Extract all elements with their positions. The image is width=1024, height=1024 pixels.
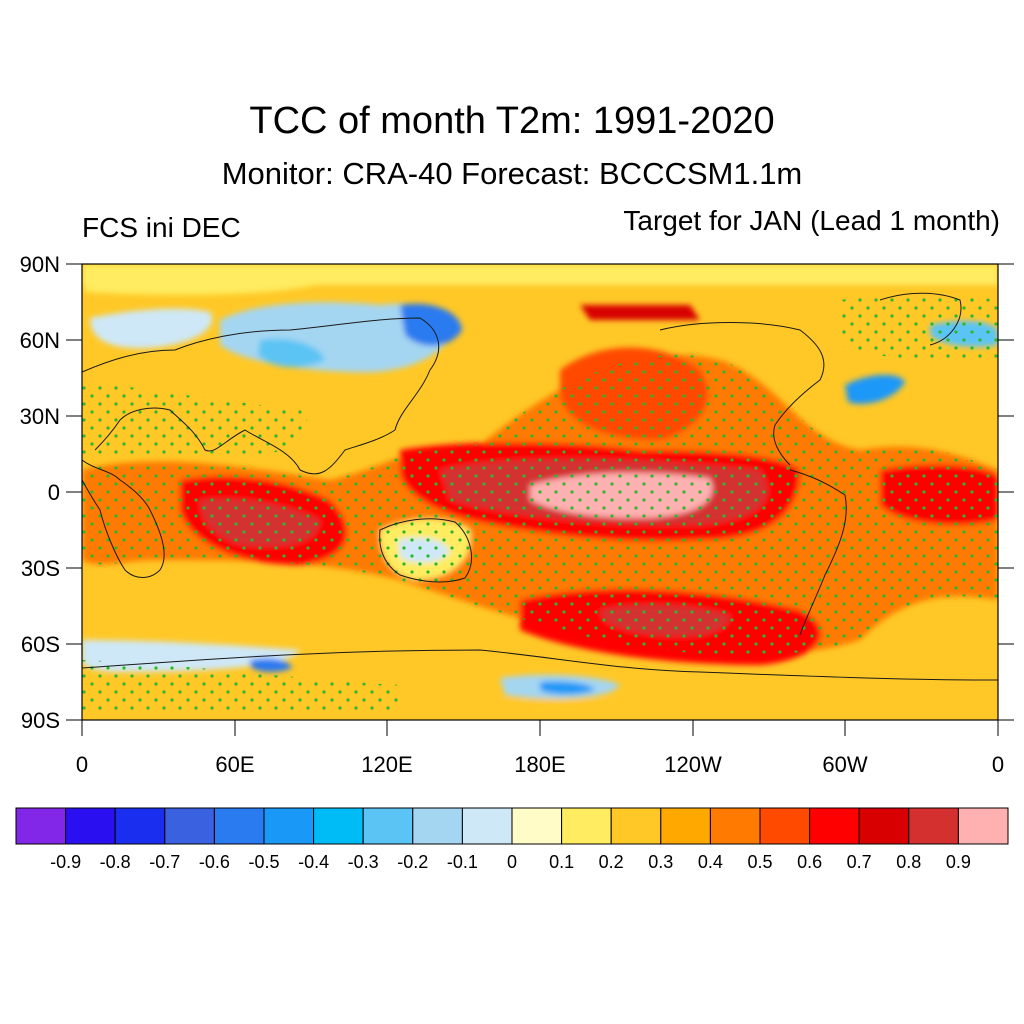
lon-label-60w: 60W <box>822 752 868 777</box>
colorbar-cell <box>759 807 811 845</box>
lat-label-60n: 60N <box>19 328 60 353</box>
colorbar-label: -0.3 <box>347 852 379 872</box>
colorbar-label: 0.7 <box>846 852 872 872</box>
colorbar-cell <box>610 807 662 845</box>
arctic-red-patch <box>580 305 700 320</box>
antarctica-coast <box>82 649 998 681</box>
colorbar-cell <box>660 807 711 845</box>
colorbar-cell <box>908 807 959 845</box>
target-label: Target for JAN (Lead 1 month) <box>623 205 1000 236</box>
ross-sea-core <box>540 681 595 695</box>
lon-label-120e: 120E <box>361 752 413 777</box>
colorbar-label: -0.7 <box>149 852 181 872</box>
lat-label-90n: 90N <box>19 252 60 277</box>
greenland-coast <box>879 292 962 346</box>
colorbar-cell <box>213 807 265 845</box>
lon-label-180e: 180E <box>514 752 566 777</box>
siberia-core <box>258 338 325 368</box>
colorbar-label: 0.2 <box>598 852 624 872</box>
arctic-yellow <box>85 272 330 295</box>
colorbar-cell <box>114 807 166 845</box>
colorbar <box>15 807 1009 845</box>
colorbar-label: 0.4 <box>697 852 723 872</box>
europe-light-blue <box>90 308 212 349</box>
significance-stipple-antarctic <box>82 660 400 710</box>
colorbar-cell <box>15 807 67 845</box>
lon-label-120w: 120W <box>664 752 722 777</box>
colorbar-cell <box>65 807 116 845</box>
significance-stipple-asia <box>82 380 308 455</box>
colorbar-label: 0.8 <box>896 852 922 872</box>
lat-label-90s: 90S <box>20 708 60 733</box>
lat-label-30s: 30S <box>20 556 60 581</box>
coastlines <box>82 292 998 681</box>
figure-subtitle: Monitor: CRA-40 Forecast: BCCCSM1.1m <box>221 156 803 191</box>
lat-label-eq: 0 <box>47 480 60 505</box>
colorbar-label: 0.6 <box>797 852 823 872</box>
east-siberia-blue <box>400 303 462 346</box>
eurasia-coast <box>82 317 440 475</box>
field-layer <box>82 264 998 720</box>
colorbar-label: -0.9 <box>50 852 82 872</box>
colorbar-cell <box>164 807 215 845</box>
colorbar-cell <box>362 807 414 845</box>
lat-label-60s: 60S <box>20 632 60 657</box>
figure-title: TCC of month T2m: 1991-2020 <box>249 100 775 142</box>
colorbar-cell <box>313 807 364 845</box>
colorbar-label: 0.5 <box>747 852 773 872</box>
colorbar-cell <box>412 807 463 845</box>
lon-label-60e: 60E <box>215 752 255 777</box>
colorbar-label: 0.3 <box>648 852 674 872</box>
colorbar-label: -0.4 <box>298 852 330 872</box>
colorbar-cell <box>709 807 761 845</box>
colorbar-label: -0.1 <box>446 852 478 872</box>
colorbar-cell <box>263 807 315 845</box>
antarctic-75e-blue <box>250 658 292 673</box>
lon-label-0: 0 <box>75 752 89 777</box>
axis-ticks <box>66 263 1014 736</box>
colorbar-cell <box>561 807 612 845</box>
init-label: FCS ini DEC <box>82 212 241 243</box>
significance-stipple <box>82 354 998 655</box>
colorbar-cell <box>511 807 563 845</box>
colorbar-label: -0.8 <box>99 852 131 872</box>
colorbar-cell <box>858 807 910 845</box>
australia-coast <box>379 518 473 583</box>
colorbar-cell <box>809 807 860 845</box>
colorbar-cell <box>957 807 1009 845</box>
colorbar-label: 0.1 <box>549 852 575 872</box>
south-america-coast <box>789 469 847 636</box>
colorbar-label: -0.6 <box>198 852 230 872</box>
north-america-coast <box>659 322 825 466</box>
colorbar-label: 0.9 <box>945 852 971 872</box>
significance-stipple-arctic <box>840 294 998 362</box>
lon-label-0-east: 0 <box>991 752 1005 777</box>
north-america-blue <box>845 374 905 404</box>
colorbar-label: 0 <box>506 852 517 872</box>
colorbar-label: -0.2 <box>397 852 429 872</box>
lat-label-30n: 30N <box>19 404 60 429</box>
colorbar-cell <box>461 807 513 845</box>
colorbar-label: -0.5 <box>248 852 280 872</box>
africa-coast <box>82 459 165 578</box>
